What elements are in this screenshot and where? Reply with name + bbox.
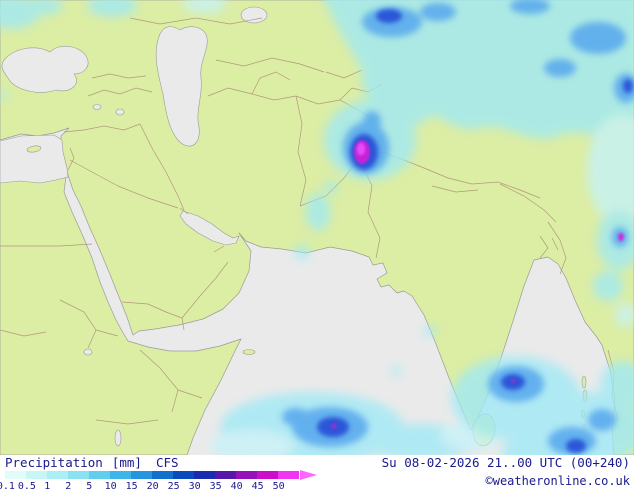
scale-cell xyxy=(89,471,110,479)
scale-label: 25 xyxy=(167,481,180,492)
sea-persian-gulf xyxy=(179,210,240,246)
model-label: CFS xyxy=(155,455,179,470)
scale-cell xyxy=(131,471,152,479)
island-andaman-1 xyxy=(581,375,587,389)
sea-aral xyxy=(240,6,268,24)
sea-caspian xyxy=(155,26,208,147)
scale-label: 0.5 xyxy=(17,481,36,492)
scale-label: 30 xyxy=(188,481,201,492)
lake-tana xyxy=(83,348,93,356)
scale-cell xyxy=(257,471,278,479)
unit-label: [mm] xyxy=(111,455,142,470)
legend-panel: Precipitation [mm] CFS Su 08-02-2026 21..0… xyxy=(0,455,634,493)
parameter-label: Precipitation xyxy=(5,455,103,470)
scale-cell xyxy=(110,471,131,479)
scale-label: 10 xyxy=(104,481,117,492)
inland-seas xyxy=(0,6,268,447)
copyright-label: ©weatheronline.co.uk xyxy=(485,474,631,488)
scale-cell xyxy=(47,471,68,479)
island-socotra xyxy=(242,349,256,355)
map-canvas xyxy=(0,0,634,455)
scale-cell xyxy=(215,471,236,479)
precip-moderate-rain xyxy=(282,0,634,455)
scale-label: 20 xyxy=(146,481,159,492)
scale-arrow-icon xyxy=(300,470,317,480)
scale-cell xyxy=(68,471,89,479)
scale-cell xyxy=(152,471,173,479)
scale-label: 45 xyxy=(251,481,264,492)
lake-turkana xyxy=(114,429,122,447)
weather-map xyxy=(0,0,634,455)
island-cyprus xyxy=(26,145,42,153)
scale-cell xyxy=(173,471,194,479)
scale-cell xyxy=(278,471,299,479)
scale-label: 1 xyxy=(44,481,51,492)
sea-mediterranean xyxy=(0,134,69,184)
parameter-row: Precipitation [mm] CFS xyxy=(5,456,179,470)
country-borders xyxy=(0,17,619,425)
scale-label: 0.1 xyxy=(0,481,15,492)
scale-label: 50 xyxy=(272,481,285,492)
scale-cell xyxy=(194,471,215,479)
scale-label: 35 xyxy=(209,481,222,492)
scale-label: 2 xyxy=(65,481,72,492)
lake-urmia xyxy=(115,108,125,116)
scale-bar xyxy=(5,470,335,480)
valid-time-label: Su 08-02-2026 21..00 UTC (00+240) xyxy=(381,455,630,470)
sea-black-sea xyxy=(1,45,89,93)
scale-label: 5 xyxy=(86,481,93,492)
scale-cells xyxy=(5,471,299,479)
scale-label: 40 xyxy=(230,481,243,492)
scale-label: 15 xyxy=(125,481,138,492)
scale-cell xyxy=(5,471,26,479)
lake-van xyxy=(92,104,102,110)
precip-extreme-rain xyxy=(331,140,624,429)
scale-cell xyxy=(236,471,257,479)
scale-cell xyxy=(26,471,47,479)
